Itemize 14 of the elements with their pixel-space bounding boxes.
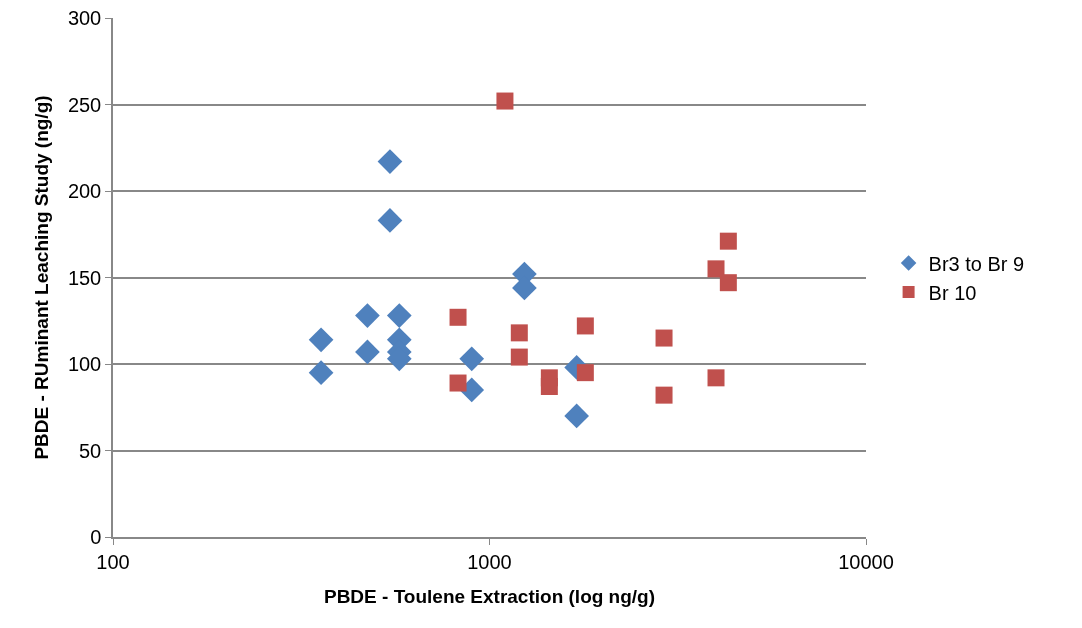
x-tick-label: 10000	[838, 550, 894, 573]
y-tick-label: 300	[67, 7, 102, 29]
x-tick-label: 1000	[467, 550, 512, 573]
y-axis-title: PBDE - RUminant Leaching Study (ng/g)	[31, 95, 53, 460]
legend-label: Br 10	[928, 281, 977, 304]
y-tick-label: 0	[90, 526, 102, 548]
y-tick-label: 150	[67, 266, 102, 289]
y-tick-label: 200	[67, 180, 102, 202]
x-axis-title: PBDE - Toulene Extraction (log ng/g)	[323, 586, 656, 608]
legend-label: Br3 to Br 9	[928, 252, 1025, 275]
y-tick-label: 50	[79, 439, 102, 462]
x-tick-label: 100	[96, 550, 130, 573]
y-tick-label: 100	[67, 353, 102, 375]
y-tick-label: 250	[67, 93, 102, 116]
